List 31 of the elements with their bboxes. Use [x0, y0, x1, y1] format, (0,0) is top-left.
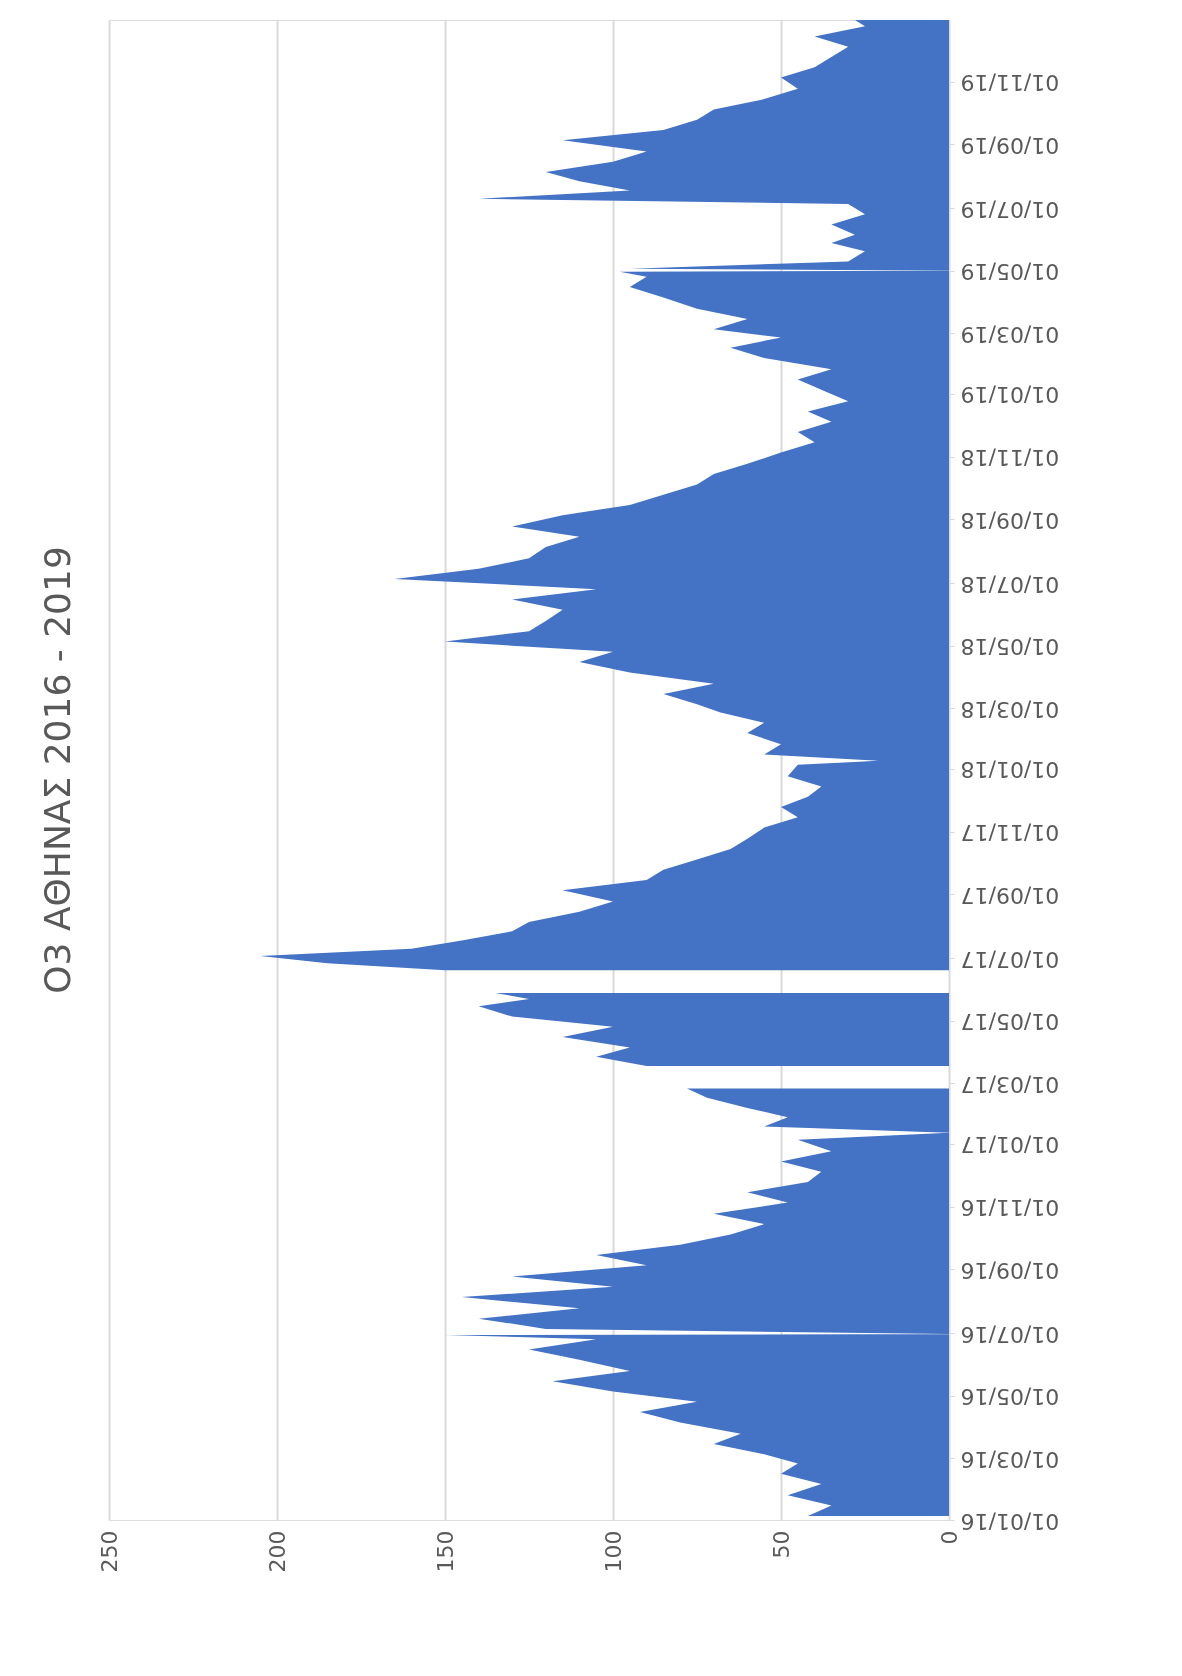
y-tick-label: 01/05/16	[960, 1384, 1060, 1410]
y-tick-label: 01/09/18	[960, 507, 1060, 533]
y-tick-label: 01/05/19	[960, 259, 1060, 285]
x-tick-label: 0	[936, 1530, 962, 1545]
text: O3 ΑΘΗΝΑΣ 2016 - 2019	[37, 546, 78, 994]
y-tick-label: 01/07/16	[960, 1321, 1060, 1347]
x-tick-label: 200	[264, 1530, 290, 1573]
y-tick-label: 01/01/17	[960, 1132, 1060, 1158]
y-tick-label: 01/11/19	[960, 70, 1060, 96]
y-tick-label: 01/01/16	[960, 1508, 1060, 1534]
y-tick-label: 01/11/17	[960, 820, 1060, 846]
x-tick-label: 50	[768, 1530, 794, 1559]
y-tick-label: 01/09/16	[960, 1257, 1060, 1283]
y-tick-label: 01/03/16	[960, 1446, 1060, 1472]
y-tick-label: 01/05/18	[960, 634, 1060, 660]
y-tick-label: 01/03/18	[960, 696, 1060, 722]
y-tick-label: 01/03/17	[960, 1071, 1060, 1097]
y-tick-label: 01/07/19	[960, 196, 1060, 222]
x-tick-label: 100	[600, 1530, 626, 1573]
y-tick-label: 01/07/17	[960, 946, 1060, 972]
y-tick-label: 01/01/18	[960, 757, 1060, 783]
y-tick-label: 01/05/17	[960, 1009, 1060, 1035]
y-tick-label: 01/07/18	[960, 571, 1060, 597]
y-tick-label: 01/11/18	[960, 445, 1060, 471]
y-tick-label: 01/11/16	[960, 1195, 1060, 1221]
y-tick-label: 01/09/19	[960, 132, 1060, 158]
x-tick-label: 150	[432, 1530, 458, 1573]
x-tick-label: 250	[96, 1530, 122, 1573]
y-tick-label: 01/03/19	[960, 321, 1060, 347]
y-tick-label: 01/01/19	[960, 382, 1060, 408]
y-tick-label: 01/09/17	[960, 882, 1060, 908]
